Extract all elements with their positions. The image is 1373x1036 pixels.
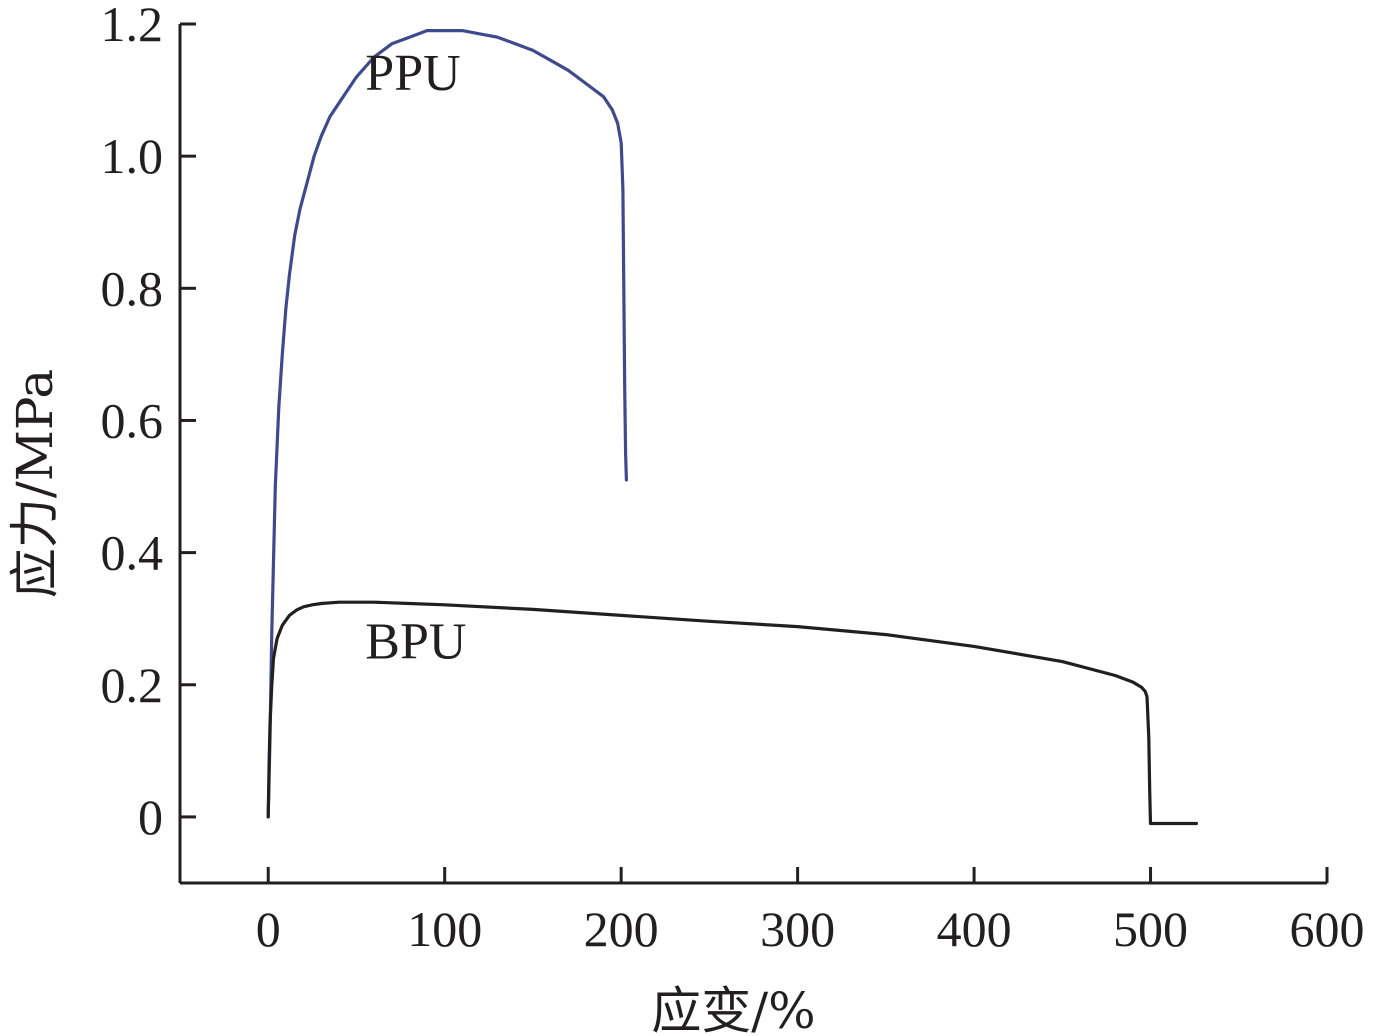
- y-axis-title: 应力/MPa: [6, 369, 64, 598]
- y-tick-label: 0.8: [101, 260, 164, 316]
- series-line-ppu: [266, 29, 628, 819]
- y-tick-label: 0.6: [101, 392, 164, 448]
- x-tick-label: 500: [1113, 901, 1188, 957]
- series-label-bpu: BPU: [365, 613, 466, 670]
- x-tick-label: 400: [937, 901, 1012, 957]
- x-axis-title: 应变/%: [651, 982, 815, 1036]
- axes: [178, 24, 1327, 885]
- series-line-bpu: [266, 600, 1198, 826]
- x-tick-label: 600: [1290, 901, 1365, 957]
- annotation-layer: PPU BPU: [365, 45, 466, 670]
- y-tick-label: 0.4: [101, 525, 164, 581]
- y-tick-label: 0.2: [101, 657, 164, 713]
- series-layer: [266, 29, 1198, 826]
- x-tick-label: 300: [760, 901, 835, 957]
- series-label-ppu: PPU: [365, 45, 460, 102]
- y-tick-label: 0: [138, 789, 163, 845]
- y-tick-label: 1.2: [101, 0, 164, 52]
- x-tick-label: 100: [407, 901, 482, 957]
- x-tick-label: 0: [256, 901, 281, 957]
- y-tick-label: 1.0: [101, 128, 164, 184]
- ticks: 0 100 200 300 400 500 600 0 0.2 0.4 0.6 0.8 1.0 1.2: [101, 0, 1365, 957]
- x-tick-label: 200: [584, 901, 659, 957]
